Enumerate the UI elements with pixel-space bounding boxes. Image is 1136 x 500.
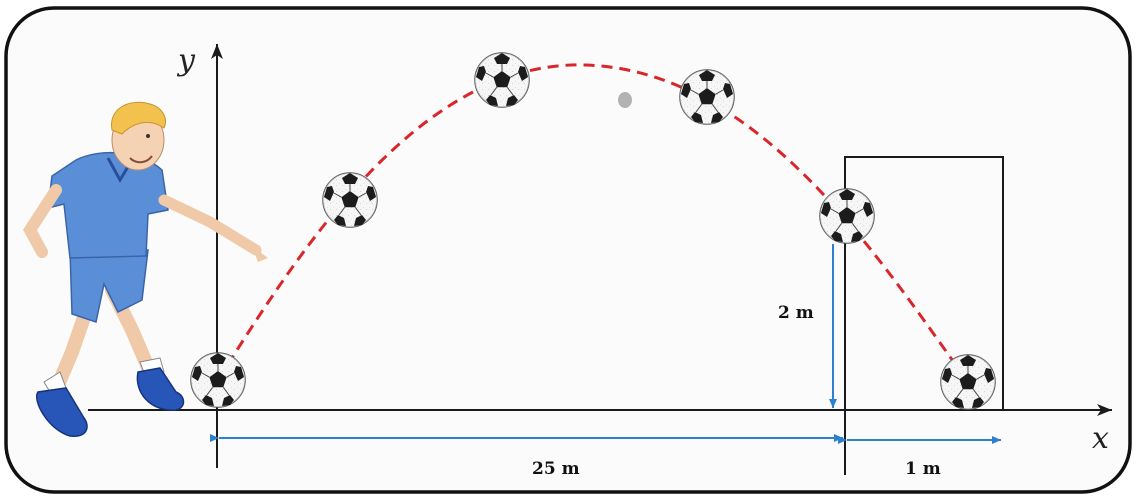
soccer-ball-icon [474,52,530,108]
soccer-ball-icon [940,354,996,410]
distance-dimension-label: 25 m [532,459,580,479]
soccer-ball-icon [190,352,246,408]
x-axis-label: x [1092,421,1109,456]
kicking-boy-figure [23,101,268,437]
goal-depth-dimension-label: 1 m [905,459,941,479]
soccer-ball-icon [322,172,378,228]
smudge-mark [618,92,632,108]
y-axis-label: y [176,43,196,78]
picture-frame [4,6,1132,494]
soccer-ball-icon [819,188,875,244]
goal-frame [844,156,1004,410]
height-dimension-label: 2 m [778,303,814,323]
soccer-ball-icon [679,69,735,125]
ball-trajectory [216,63,970,383]
